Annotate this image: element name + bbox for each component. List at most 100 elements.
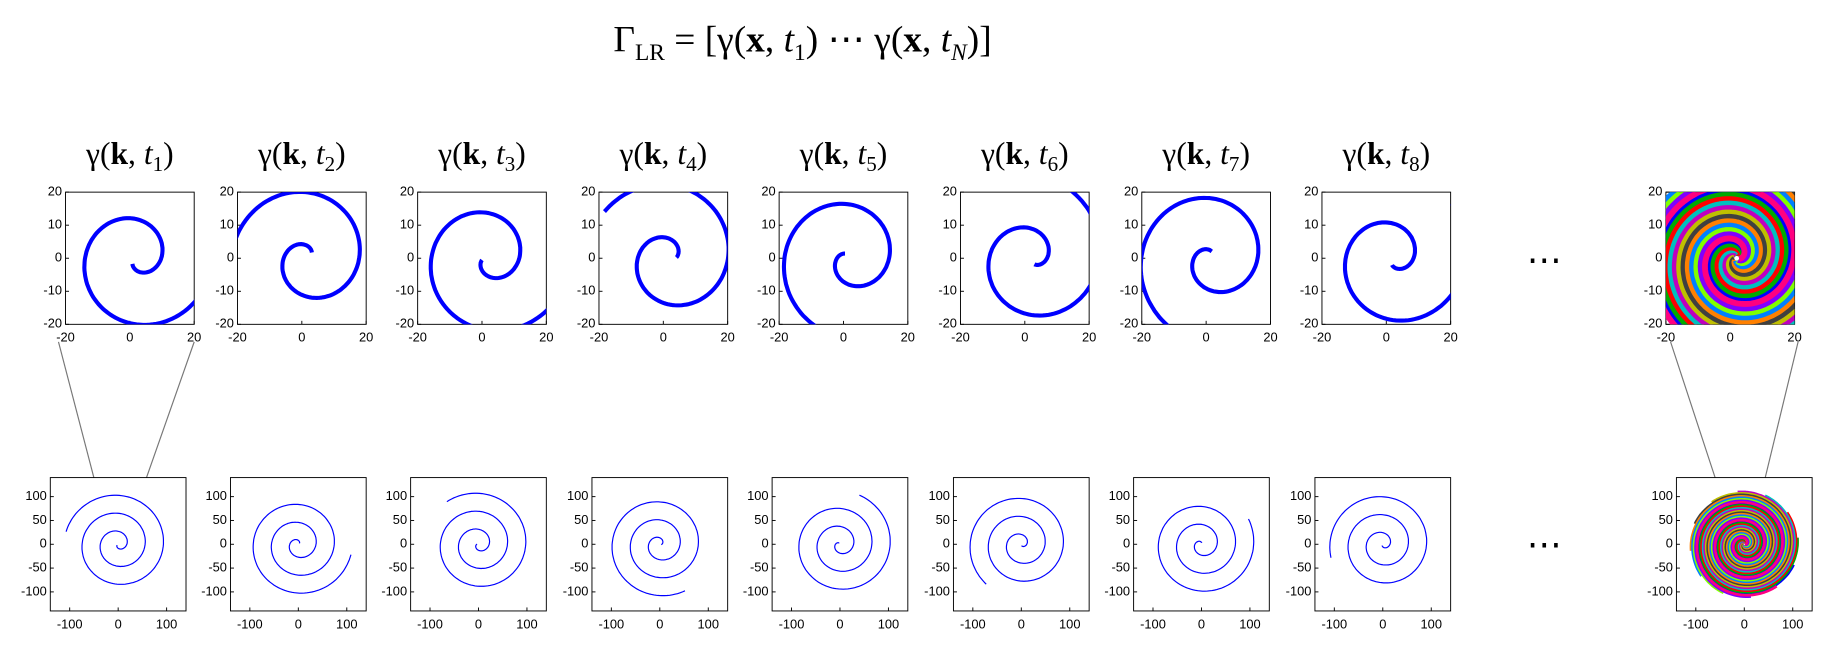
label-part: )	[1239, 136, 1250, 171]
label-part: k	[463, 136, 481, 171]
y-tick-label: 50	[754, 512, 768, 527]
x-tick-label: 20	[721, 330, 735, 345]
y-tick-label: 20	[581, 184, 595, 199]
label-part: γ(	[1161, 136, 1186, 171]
spiral	[798, 494, 891, 590]
label-part: t	[1039, 136, 1049, 171]
y-tick-label: -100	[563, 583, 589, 598]
y-tick-label: 20	[943, 184, 957, 199]
spiral	[1665, 192, 1795, 316]
spiral	[1693, 493, 1792, 587]
y-tick-label: 50	[393, 512, 407, 527]
label-part: )	[697, 136, 708, 171]
x-tick-label: 100	[1782, 616, 1803, 631]
spiral	[1342, 204, 1451, 323]
y-tick-label: 0	[1655, 250, 1662, 265]
spiral	[428, 210, 547, 325]
y-tick-label: 50	[1116, 512, 1130, 527]
x-tick-label: 0	[656, 616, 663, 631]
x-tick-label: 0	[1021, 330, 1028, 345]
y-tick-label: 0	[407, 250, 414, 265]
y-tick-label: 50	[1297, 512, 1311, 527]
y-tick-label: -50	[208, 559, 227, 574]
label-part: t	[1220, 136, 1230, 171]
y-tick-label: -20	[1300, 316, 1319, 331]
spiral	[1665, 192, 1793, 325]
x-tick-label: 0	[660, 330, 667, 345]
label-part: ,	[662, 136, 678, 171]
y-tick-label: -50	[1112, 559, 1131, 574]
y-tick-label: 20	[1304, 184, 1318, 199]
y-tick-label: 0	[761, 536, 768, 551]
y-tick-label: -20	[757, 316, 776, 331]
spiral	[237, 192, 362, 300]
x-tick-label: 20	[901, 330, 915, 345]
x-tick-label: 20	[359, 330, 373, 345]
label-part: )	[515, 136, 526, 171]
x-tick-label: 100	[516, 616, 537, 631]
label-part: γ(	[618, 136, 643, 171]
y-tick-label: 0	[1666, 536, 1673, 551]
y-tick-label: -10	[396, 283, 415, 298]
formula-part: LR	[635, 40, 665, 66]
label-part: γ(	[85, 136, 110, 171]
formula-part: = [γ(	[665, 20, 746, 61]
x-tick-label: -20	[1657, 330, 1676, 345]
label-subscript: 8	[1409, 152, 1420, 176]
label-subscript: 3	[505, 152, 516, 176]
label-part: t	[857, 136, 867, 171]
y-tick-label: -20	[1644, 316, 1663, 331]
x-tick-label: 0	[295, 616, 302, 631]
x-tick-label: 0	[478, 330, 485, 345]
x-tick-label: 0	[1203, 330, 1210, 345]
y-tick-label: 100	[567, 488, 588, 503]
y-tick-label: -20	[938, 316, 957, 331]
spiral	[1694, 499, 1786, 598]
x-tick-label: 0	[1727, 330, 1734, 345]
y-tick-label: -10	[43, 283, 62, 298]
axes-box	[1321, 191, 1452, 325]
spiral	[65, 494, 165, 585]
y-tick-label: 10	[581, 217, 595, 232]
x-tick-label: 20	[1082, 330, 1096, 345]
label-part: ,	[842, 136, 858, 171]
y-tick-label: 0	[768, 250, 775, 265]
y-tick-label: 50	[32, 512, 46, 527]
x-tick-label: -20	[590, 330, 609, 345]
x-tick-label: 20	[1263, 330, 1277, 345]
label-part: ,	[480, 136, 496, 171]
formula-part: t	[784, 20, 796, 61]
y-tick-label: -10	[1300, 283, 1319, 298]
y-tick-label: 0	[1304, 536, 1311, 551]
label-subscript: 4	[686, 152, 697, 176]
x-tick-label: -20	[408, 330, 427, 345]
x-tick-label: -100	[1140, 616, 1166, 631]
y-tick-label: -10	[577, 283, 596, 298]
axes-box	[959, 191, 1090, 325]
spiral	[611, 501, 699, 597]
label-part: t	[677, 136, 687, 171]
x-tick-label: -100	[57, 616, 83, 631]
formula-part: )]	[967, 20, 992, 61]
spiral	[1157, 505, 1255, 592]
x-tick-label: 100	[1059, 616, 1080, 631]
y-tick-label: 100	[1290, 488, 1311, 503]
x-tick-label: 0	[1383, 330, 1390, 345]
label-part: )	[877, 136, 888, 171]
formula: ΓLR = [γ(x, t1) ⋯ γ(x, tN)]	[613, 20, 991, 66]
label-part: ,	[1385, 136, 1401, 171]
ellipsis: ⋯	[1527, 525, 1562, 564]
y-tick-label: 20	[400, 184, 414, 199]
y-tick-label: 0	[581, 536, 588, 551]
y-tick-label: 20	[1648, 184, 1662, 199]
y-tick-label: 0	[1123, 536, 1130, 551]
spiral	[439, 492, 527, 587]
y-tick-label: 20	[1124, 184, 1138, 199]
y-tick-label: 10	[1648, 217, 1662, 232]
label-subscript: 7	[1229, 152, 1240, 176]
x-tick-label: 0	[1018, 616, 1025, 631]
label-part: k	[824, 136, 842, 171]
spiral	[1667, 200, 1795, 325]
column-label: γ(k, t4)	[618, 136, 707, 176]
label-part: ,	[1204, 136, 1220, 171]
